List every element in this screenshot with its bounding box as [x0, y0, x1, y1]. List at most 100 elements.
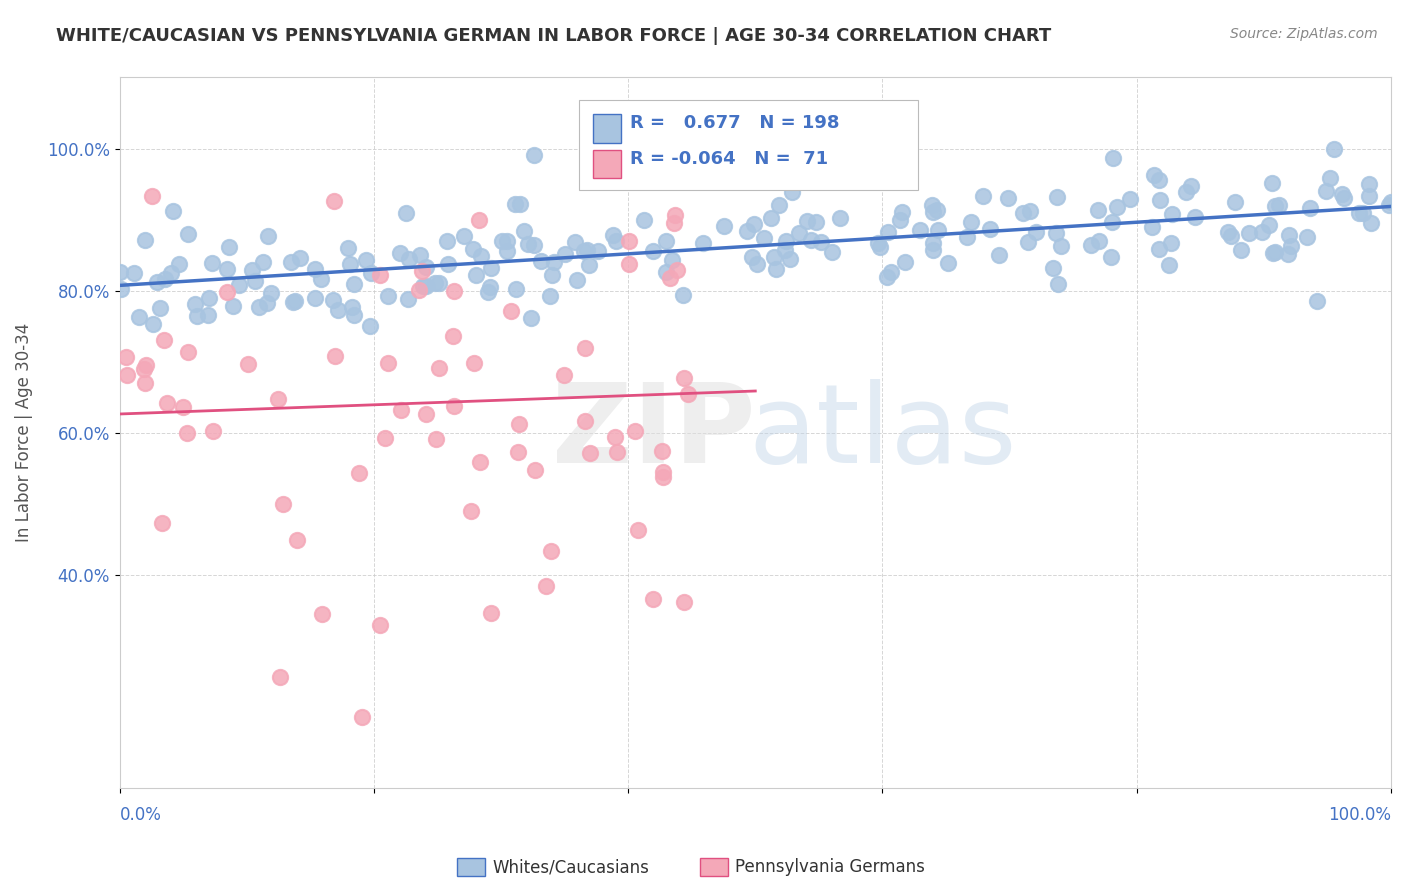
Point	[741, 250, 763, 264]
Point	[572, 244, 595, 259]
Point	[605, 234, 627, 248]
Point	[149, 301, 172, 315]
Point	[1264, 244, 1286, 259]
Point	[578, 258, 600, 272]
Point	[356, 252, 378, 267]
Point	[633, 212, 655, 227]
Point	[742, 217, 765, 231]
Point	[323, 194, 346, 208]
Point	[530, 254, 553, 268]
Point	[110, 282, 132, 296]
Point	[415, 407, 437, 421]
Point	[617, 234, 640, 248]
Point	[1161, 207, 1184, 221]
Point	[804, 215, 827, 229]
Point	[108, 264, 131, 278]
Point	[1358, 177, 1381, 191]
Point	[505, 282, 527, 296]
Point	[543, 254, 565, 268]
Point	[959, 215, 981, 229]
Point	[415, 278, 437, 293]
Point	[374, 431, 396, 445]
Point	[1149, 193, 1171, 207]
Point	[643, 244, 665, 259]
Point	[579, 445, 602, 459]
Point	[1216, 226, 1239, 240]
Point	[869, 240, 891, 254]
Point	[460, 504, 482, 518]
Point	[359, 319, 381, 334]
Text: R =   0.677   N = 198: R = 0.677 N = 198	[630, 114, 839, 132]
Point	[796, 214, 818, 228]
Point	[337, 241, 360, 255]
Point	[1157, 258, 1180, 272]
Point	[889, 213, 911, 227]
Point	[269, 670, 291, 684]
Point	[828, 211, 851, 225]
Point	[271, 497, 294, 511]
Point	[1278, 227, 1301, 242]
Point	[768, 198, 790, 212]
Point	[1160, 235, 1182, 250]
Point	[713, 219, 735, 233]
Point	[1012, 206, 1035, 220]
Point	[352, 710, 374, 724]
Point	[479, 260, 502, 275]
Point	[876, 270, 898, 285]
Point	[987, 248, 1010, 262]
Point	[222, 299, 245, 313]
Point	[1180, 178, 1202, 193]
Point	[765, 262, 787, 277]
Point	[1184, 211, 1206, 225]
Text: atlas: atlas	[748, 379, 1017, 486]
Point	[162, 203, 184, 218]
Point	[661, 253, 683, 268]
Point	[745, 257, 768, 271]
Point	[304, 262, 326, 277]
Point	[927, 223, 949, 237]
Y-axis label: In Labor Force | Age 30-34: In Labor Force | Age 30-34	[15, 323, 32, 542]
Point	[922, 235, 945, 250]
Point	[606, 444, 628, 458]
Point	[436, 257, 458, 271]
Point	[508, 417, 530, 431]
Point	[643, 592, 665, 607]
Point	[184, 297, 207, 311]
Point	[602, 228, 624, 243]
Point	[328, 303, 350, 318]
Point	[146, 275, 169, 289]
Point	[866, 235, 889, 250]
Point	[1223, 194, 1246, 209]
Point	[763, 250, 786, 264]
Point	[922, 205, 945, 219]
Point	[415, 260, 437, 274]
Point	[523, 147, 546, 161]
Point	[1299, 201, 1322, 215]
Point	[340, 300, 363, 314]
Point	[1306, 293, 1329, 308]
Point	[115, 350, 138, 364]
Point	[1279, 239, 1302, 253]
Point	[135, 358, 157, 372]
Point	[443, 399, 465, 413]
Point	[505, 196, 527, 211]
Point	[1333, 191, 1355, 205]
Point	[630, 142, 652, 156]
Point	[810, 235, 832, 249]
Point	[217, 262, 239, 277]
Point	[1264, 198, 1286, 212]
Point	[877, 225, 900, 239]
Point	[256, 296, 278, 310]
Point	[267, 392, 290, 406]
Point	[377, 356, 399, 370]
Point	[479, 606, 502, 620]
Point	[198, 292, 221, 306]
Point	[186, 309, 208, 323]
Point	[368, 268, 391, 282]
Point	[603, 430, 626, 444]
Point	[775, 234, 797, 248]
Point	[463, 242, 485, 256]
Point	[427, 361, 450, 376]
Point	[491, 234, 513, 248]
Point	[779, 252, 801, 266]
